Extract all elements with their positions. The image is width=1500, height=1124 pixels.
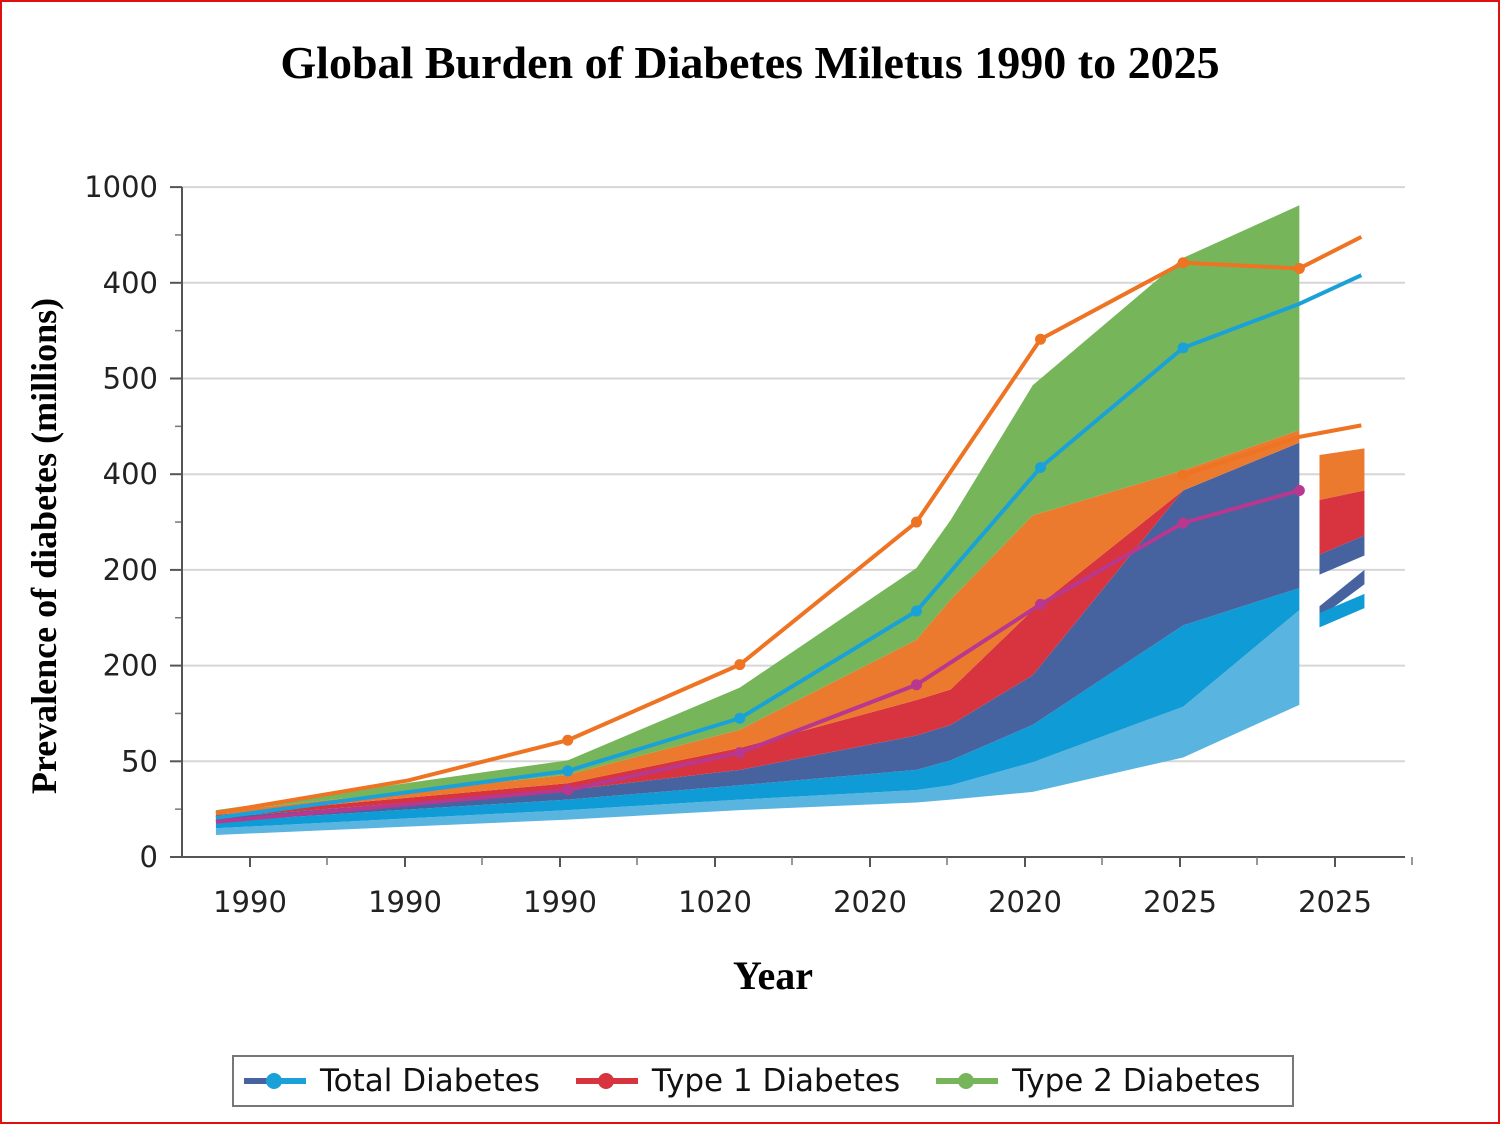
series-marker bbox=[1293, 262, 1305, 274]
y-tick-label: 1000 bbox=[84, 170, 158, 204]
area-band-extension bbox=[1319, 535, 1365, 575]
y-tick-label: 50 bbox=[121, 744, 158, 778]
series-marker bbox=[1035, 598, 1046, 610]
series-marker bbox=[562, 765, 574, 777]
area-band-extension bbox=[1319, 569, 1365, 618]
y-tick-label: 0 bbox=[140, 840, 158, 874]
legend-item-type1: Type 1 Diabetes bbox=[575, 1063, 901, 1099]
legend-item-total: Total Diabetes bbox=[244, 1063, 540, 1099]
series-marker bbox=[562, 784, 574, 796]
area-band bbox=[215, 610, 1300, 835]
x-axis-label: Year bbox=[733, 953, 813, 998]
x-tick-label: 2025 bbox=[1298, 885, 1372, 919]
x-tick-label: 1990 bbox=[213, 885, 287, 919]
x-tick-label: 1020 bbox=[678, 885, 752, 919]
series-marker bbox=[1177, 517, 1189, 529]
series-marker bbox=[1035, 333, 1046, 345]
series-marker bbox=[1035, 462, 1046, 474]
legend-swatch-type1 bbox=[575, 1073, 638, 1089]
legend: Total Diabetes Type 1 Diabetes Type 2 Di… bbox=[232, 1055, 1294, 1107]
y-tick-label: 400 bbox=[103, 266, 158, 300]
chart-title: Global Burden of Diabetes Miletus 1990 t… bbox=[280, 37, 1220, 88]
series-marker bbox=[911, 605, 922, 617]
y-tick-label: 400 bbox=[103, 457, 158, 491]
legend-label: Type 2 Diabetes bbox=[1012, 1063, 1261, 1099]
series-line bbox=[1182, 423, 1362, 478]
y-tick-label: 200 bbox=[103, 553, 158, 587]
legend-swatch-total bbox=[244, 1073, 306, 1089]
area-band-extension bbox=[1319, 490, 1365, 555]
area-band bbox=[215, 588, 1300, 829]
x-tick-label: 2020 bbox=[988, 885, 1062, 919]
area-band bbox=[215, 205, 1300, 813]
area-band bbox=[215, 442, 1300, 822]
series-marker bbox=[911, 679, 922, 691]
series-marker bbox=[911, 516, 922, 528]
area-band-extension bbox=[1319, 448, 1365, 501]
area-band-extension bbox=[1319, 593, 1365, 628]
x-tick-label: 2025 bbox=[1143, 885, 1217, 919]
series-line bbox=[215, 273, 1363, 820]
series-marker bbox=[1177, 469, 1189, 481]
x-tick-label: 1990 bbox=[523, 885, 597, 919]
series-marker bbox=[734, 659, 746, 671]
legend-swatch-type2 bbox=[936, 1073, 999, 1089]
x-tick-label: 2020 bbox=[833, 885, 907, 919]
series-marker bbox=[1293, 484, 1305, 496]
series-marker bbox=[734, 747, 746, 759]
legend-item-type2: Type 2 Diabetes bbox=[936, 1063, 1260, 1099]
legend-label: Type 1 Diabetes bbox=[651, 1063, 901, 1099]
y-tick-label: 500 bbox=[103, 362, 158, 396]
series-marker bbox=[1177, 257, 1189, 269]
area-band bbox=[215, 430, 1300, 815]
series-marker bbox=[734, 712, 746, 724]
series-marker bbox=[1177, 342, 1189, 354]
x-tick-label: 1990 bbox=[368, 885, 442, 919]
y-tick-label: 200 bbox=[103, 649, 158, 683]
legend-label: Total Diabetes bbox=[320, 1063, 540, 1099]
series-marker bbox=[562, 734, 574, 746]
